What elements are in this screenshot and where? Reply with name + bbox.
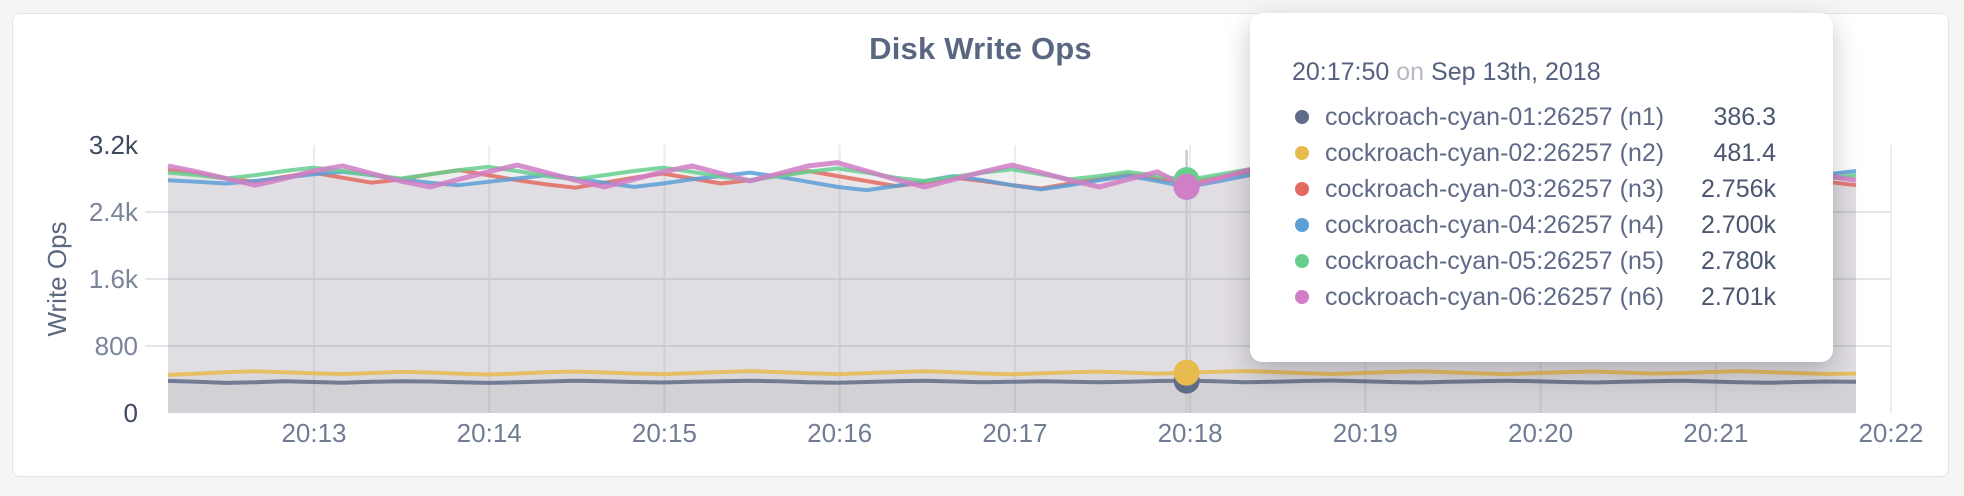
y-axis-tick-label: 800 [95, 331, 138, 361]
tooltip-series-name: cockroach-cyan-04:26257 (n4) [1325, 210, 1665, 239]
x-axis-tick-label: 20:13 [281, 418, 346, 448]
tooltip-series-row: cockroach-cyan-03:26257 (n3) 2.756k [1292, 171, 1776, 207]
tooltip-series-value: 2.700k [1700, 210, 1776, 239]
tooltip-series-value: 2.701k [1700, 282, 1776, 311]
tooltip-series-row: cockroach-cyan-06:26257 (n6) 2.701k [1292, 279, 1776, 315]
x-axis-tick-label: 20:16 [807, 418, 872, 448]
tooltip-series-row: cockroach-cyan-02:26257 (n2) 481.4 [1292, 135, 1776, 171]
y-axis-tick-label: 2.4k [89, 197, 139, 227]
y-axis-tick-label: 1.6k [89, 264, 139, 294]
series-line-n1 [167, 378, 1857, 385]
x-axis-tick-label: 20:21 [1683, 418, 1748, 448]
y-axis-title: Write Ops [42, 221, 72, 336]
tooltip-series-list: cockroach-cyan-01:26257 (n1) 386.3 cockroa… [1292, 99, 1776, 315]
x-axis-tick-label: 20:19 [1333, 418, 1398, 448]
y-axis-tick-label: 3.2k [89, 130, 139, 160]
tooltip-conjunction: on [1396, 58, 1425, 86]
series-color-dot-icon [1295, 182, 1309, 196]
chart-title: Disk Write Ops [869, 31, 1092, 66]
tooltip-time: 20:17:50 [1292, 58, 1390, 86]
tooltip-series-name: cockroach-cyan-06:26257 (n6) [1325, 282, 1665, 311]
tooltip-timestamp: 20:17:50 on Sep 13th, 2018 [1292, 59, 1776, 85]
y-axis-tick-label: 0 [124, 398, 138, 428]
tooltip-series-row: cockroach-cyan-04:26257 (n4) 2.700k [1292, 207, 1776, 243]
x-axis-tick-label: 20:15 [632, 418, 697, 448]
tooltip-series-value: 386.3 [1713, 102, 1776, 131]
x-axis-tick-label: 20:22 [1858, 418, 1923, 448]
series-color-dot-icon [1295, 146, 1309, 160]
tooltip-series-value: 481.4 [1713, 138, 1776, 167]
series-line-n2 [167, 369, 1857, 377]
series-color-dot-icon [1295, 218, 1309, 232]
hover-dot-n2 [1173, 359, 1200, 386]
tooltip-series-value: 2.780k [1700, 246, 1776, 275]
x-axis-tick-label: 20:17 [982, 418, 1047, 448]
x-axis-tick-label: 20:20 [1508, 418, 1573, 448]
tooltip-series-value: 2.756k [1700, 174, 1776, 203]
x-axis-tick-label: 20:18 [1158, 418, 1223, 448]
tooltip-series-row: cockroach-cyan-01:26257 (n1) 386.3 [1292, 99, 1776, 135]
x-axis-tick-label: 20:14 [457, 418, 522, 448]
tooltip-series-name: cockroach-cyan-05:26257 (n5) [1325, 246, 1665, 275]
hover-dot-n6 [1173, 173, 1200, 200]
tooltip-series-name: cockroach-cyan-01:26257 (n1) [1325, 102, 1665, 131]
tooltip-date: Sep 13th, 2018 [1431, 58, 1601, 86]
series-color-dot-icon [1295, 290, 1309, 304]
tooltip-series-name: cockroach-cyan-02:26257 (n2) [1325, 138, 1665, 167]
tooltip-series-row: cockroach-cyan-05:26257 (n5) 2.780k [1292, 243, 1776, 279]
tooltip-series-name: cockroach-cyan-03:26257 (n3) [1325, 174, 1665, 203]
series-color-dot-icon [1295, 110, 1309, 124]
series-color-dot-icon [1295, 254, 1309, 268]
chart-tooltip: 20:17:50 on Sep 13th, 2018 cockroach-cya… [1250, 13, 1833, 362]
